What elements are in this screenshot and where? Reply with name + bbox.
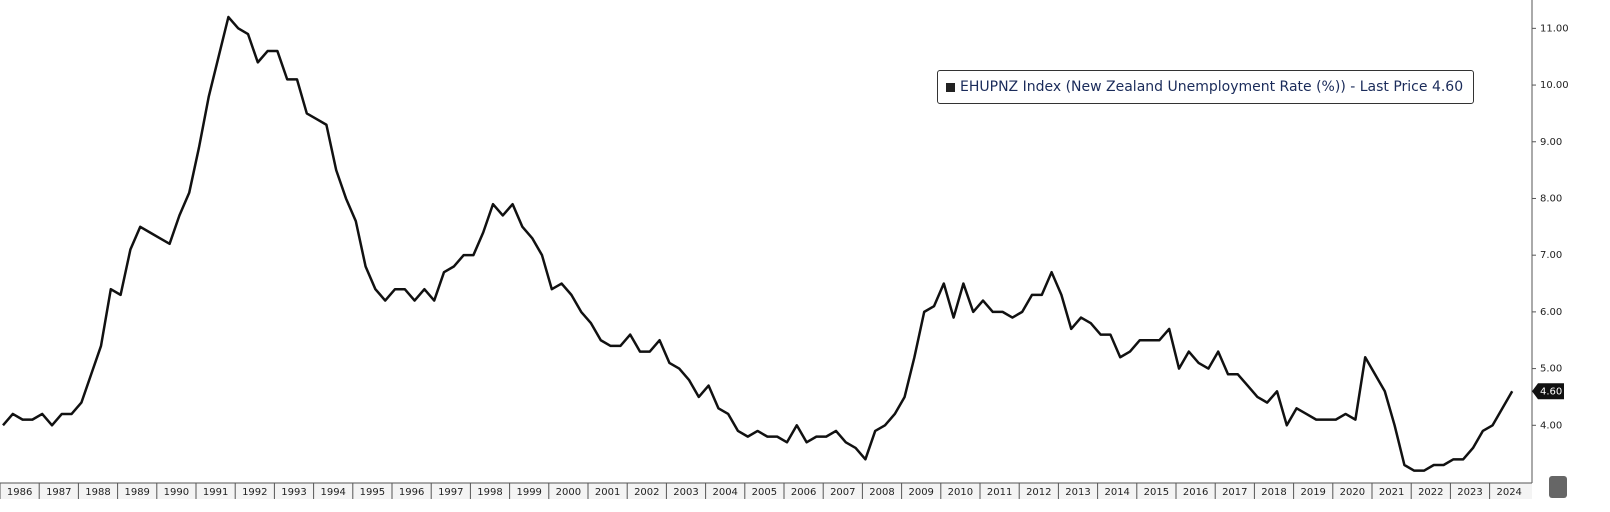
x-tick-label: 1997 — [438, 487, 463, 498]
x-tick-label: 2011 — [987, 487, 1012, 498]
x-tick-label: 2021 — [1379, 487, 1404, 498]
last-price-label: 4.60 — [1540, 386, 1562, 397]
y-tick-label: 9.00 — [1540, 137, 1562, 148]
legend: EHUPNZ Index (New Zealand Unemployment R… — [937, 70, 1475, 104]
x-tick-label: 2012 — [1026, 487, 1051, 498]
x-tick-label: 2024 — [1496, 487, 1521, 498]
x-tick-label: 2022 — [1418, 487, 1443, 498]
x-tick-label: 1995 — [360, 487, 385, 498]
x-tick-label: 2010 — [948, 487, 973, 498]
x-tick-label: 2017 — [1222, 487, 1247, 498]
x-tick-label: 2008 — [869, 487, 894, 498]
x-tick-label: 2020 — [1340, 487, 1365, 498]
x-tick-label: 2007 — [830, 487, 855, 498]
x-tick-label: 2019 — [1300, 487, 1325, 498]
x-tick-label: 2006 — [791, 487, 816, 498]
last-price-tag — [1532, 383, 1564, 400]
x-tick-label: 1992 — [242, 487, 267, 498]
x-axis-band — [0, 483, 1532, 499]
x-tick-label: 1993 — [281, 487, 306, 498]
x-tick-label: 1987 — [46, 487, 71, 498]
x-tick-label: 2009 — [908, 487, 933, 498]
x-tick-label: 1988 — [85, 487, 110, 498]
x-tick-label: 2013 — [1065, 487, 1090, 498]
x-tick-label: 1991 — [203, 487, 228, 498]
x-tick-label: 1998 — [477, 487, 502, 498]
x-tick-label: 2014 — [1104, 487, 1129, 498]
y-tick-label: 7.00 — [1540, 250, 1562, 261]
y-tick-label: 11.00 — [1540, 23, 1569, 34]
y-tick-label: 5.00 — [1540, 364, 1562, 375]
y-tick-label: 6.00 — [1540, 307, 1562, 318]
x-tick-label: 1996 — [399, 487, 424, 498]
x-tick-label: 2005 — [752, 487, 777, 498]
x-tick-label: 2001 — [595, 487, 620, 498]
x-tick-label: 2004 — [712, 487, 737, 498]
legend-label: EHUPNZ Index (New Zealand Unemployment R… — [960, 79, 1464, 95]
y-tick-label: 4.00 — [1540, 420, 1562, 431]
corner-icon — [1549, 476, 1567, 498]
x-tick-label: 1994 — [320, 487, 345, 498]
x-tick-label: 1999 — [516, 487, 541, 498]
x-tick-label: 1989 — [124, 487, 149, 498]
series-line — [2, 15, 1514, 472]
legend-swatch — [946, 82, 955, 92]
x-tick-label: 2000 — [556, 487, 581, 498]
y-tick-label: 10.00 — [1540, 80, 1569, 91]
y-tick-label: 8.00 — [1540, 193, 1562, 204]
x-tick-label: 2016 — [1183, 487, 1208, 498]
x-tick-label: 2002 — [634, 487, 659, 498]
x-tick-label: 2015 — [1144, 487, 1169, 498]
x-tick-label: 2023 — [1457, 487, 1482, 498]
x-tick-label: 2018 — [1261, 487, 1286, 498]
x-tick-label: 1990 — [164, 487, 189, 498]
x-tick-label: 1986 — [7, 487, 32, 498]
x-tick-label: 2003 — [673, 487, 698, 498]
